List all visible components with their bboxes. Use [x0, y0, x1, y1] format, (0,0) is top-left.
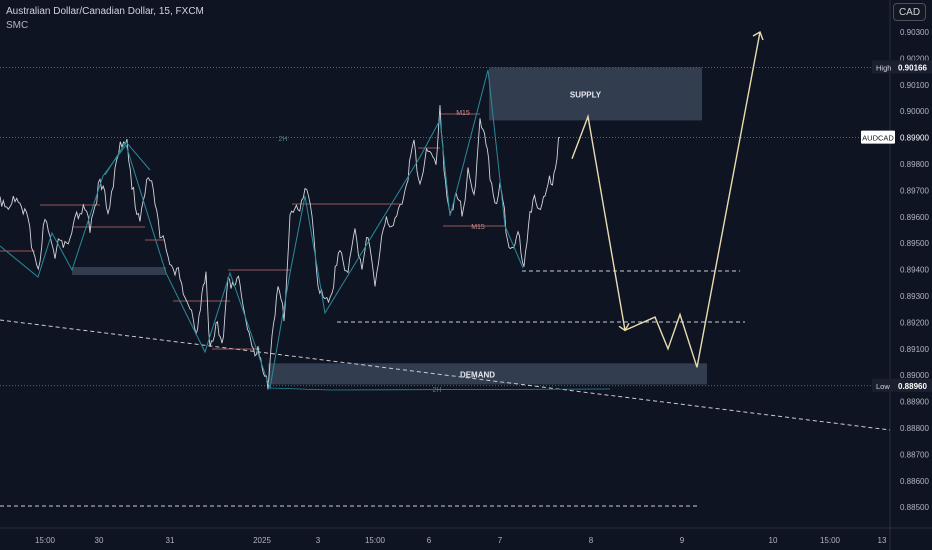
timeframe-annotation: M15 — [471, 224, 485, 231]
price-tick-label: 0.88800 — [900, 424, 929, 433]
price-tick-label: 0.89100 — [900, 345, 929, 354]
price-badge-tag: Low — [876, 382, 890, 391]
time-tick-label: 15:00 — [365, 536, 386, 545]
swing-structure-line — [0, 69, 524, 390]
time-tick-label: 7 — [498, 536, 503, 545]
price-tick-label: 0.89200 — [900, 318, 929, 327]
time-tick-label: 8 — [589, 536, 594, 545]
time-tick-label: 9 — [680, 536, 685, 545]
timeframe-annotation: M15 — [456, 110, 470, 117]
projection-arrowhead — [752, 30, 764, 41]
symbol-tag: AUDCAD — [862, 134, 894, 143]
chart-title: Australian Dollar/Canadian Dollar, 15, F… — [6, 6, 204, 17]
price-tick-label: 0.89000 — [900, 371, 929, 380]
demand-zone-label: DEMAND — [460, 370, 495, 379]
projection-arrowhead — [618, 322, 630, 332]
price-tick-label: 0.89400 — [900, 266, 929, 275]
timeframe-annotation: 2H — [433, 387, 442, 394]
price-badge-bg — [872, 378, 932, 392]
price-tick-label: 0.88600 — [900, 477, 929, 486]
price-tick-label: 0.90300 — [900, 28, 929, 37]
supply-zone — [489, 67, 702, 121]
price-badge-tag: High — [876, 63, 891, 72]
price-tick-label: 0.89600 — [900, 213, 929, 222]
price-tick-label: 0.90100 — [900, 81, 929, 90]
time-tick-label: 30 — [95, 536, 104, 545]
indicator-label: SMC — [6, 20, 29, 31]
price-badge-bg — [872, 60, 932, 74]
swing-low-line — [269, 387, 611, 391]
symbol-tag-bg — [861, 130, 895, 144]
demand-zone — [268, 363, 707, 385]
time-tick-label: 15:00 — [820, 536, 841, 545]
supply-zone-label: SUPPLY — [570, 90, 602, 99]
price-badge-value: 0.89900 — [900, 134, 929, 143]
swing-structure-line — [104, 141, 151, 176]
time-tick-label: 10 — [769, 536, 778, 545]
trendline — [0, 319, 891, 431]
price-tick-label: 0.88900 — [900, 398, 929, 407]
price-tick-label: 0.89800 — [900, 160, 929, 169]
imbalance-zone — [72, 267, 166, 275]
price-tick-label: 0.90200 — [900, 54, 929, 63]
price-tick-label: 0.88700 — [900, 450, 929, 459]
time-tick-label: 6 — [427, 536, 432, 545]
time-tick-label: 2025 — [253, 536, 271, 545]
price-tick-label: 0.88500 — [900, 503, 929, 512]
time-tick-label: 15:00 — [35, 536, 56, 545]
price-badge-value: 0.90166 — [898, 63, 927, 72]
time-tick-label: 3 — [316, 536, 321, 545]
price-badge-value: 0.88960 — [898, 382, 927, 391]
projection-path — [571, 31, 761, 368]
price-tick-label: 0.89500 — [900, 239, 929, 248]
price-tick-label: 0.89300 — [900, 292, 929, 301]
time-tick-label: 31 — [166, 536, 175, 545]
price-series — [0, 105, 561, 390]
price-tick-label: 0.89700 — [900, 186, 929, 195]
currency-button[interactable]: CAD — [893, 3, 926, 21]
price-badge-bg — [895, 130, 932, 144]
timeframe-annotation: 2H — [279, 136, 288, 143]
price-tick-label: 0.90000 — [900, 107, 929, 116]
time-tick-label: 13 — [878, 536, 887, 545]
